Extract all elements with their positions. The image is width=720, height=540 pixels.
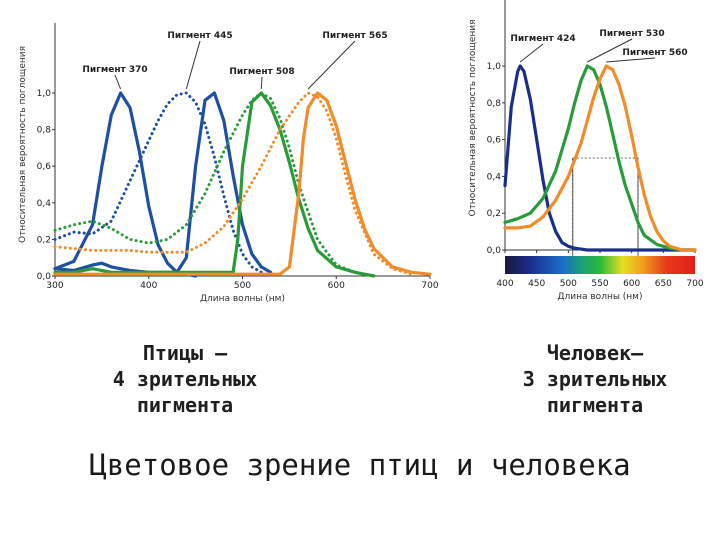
y-tick-label: 0,6 bbox=[487, 136, 502, 146]
x-tick-label: 450 bbox=[528, 279, 545, 289]
series-line bbox=[503, 64, 697, 252]
y-axis-label: Относительная вероятность поглощения bbox=[18, 46, 28, 243]
x-tick-label: 500 bbox=[234, 281, 251, 291]
y-tick-label: 0,4 bbox=[487, 172, 502, 182]
series-line bbox=[53, 91, 357, 274]
leader-line bbox=[260, 76, 263, 90]
leader-line bbox=[307, 40, 356, 90]
chart-human: 0,0 0,2 0,4 0,6 0,8 1,0 400 450 500 550 600 650 700 Д… bbox=[468, 0, 704, 302]
y-tick-label: 0,2 bbox=[487, 209, 501, 219]
x-tick-label: 700 bbox=[421, 281, 438, 291]
pigment-label: Пигмент 560 bbox=[622, 48, 687, 58]
series-line bbox=[53, 91, 432, 276]
caption-birds: Птицы – 4 зрительных пигмента bbox=[60, 340, 310, 418]
y-tick-label: 0,8 bbox=[487, 99, 502, 109]
x-tick-label: 400 bbox=[140, 281, 157, 291]
y-tick-label: 0,4 bbox=[37, 199, 52, 209]
series-line bbox=[503, 64, 697, 252]
x-tick-label: 550 bbox=[591, 279, 608, 289]
caption-human-line2: 3 зрительных bbox=[522, 367, 668, 391]
leader-line bbox=[519, 43, 544, 63]
highlight-box bbox=[572, 157, 639, 251]
series-line bbox=[53, 91, 273, 274]
series-line bbox=[53, 91, 376, 278]
y-tick-label: 0,6 bbox=[37, 162, 52, 172]
caption-birds-line3: пигмента bbox=[136, 393, 234, 417]
leader-line bbox=[587, 38, 633, 63]
pigment-label: Пигмент 370 bbox=[82, 65, 147, 75]
slide-title: Цветовое зрение птиц и человека bbox=[89, 448, 631, 482]
y-tick-label: 1,0 bbox=[37, 89, 52, 99]
spectrum-bar bbox=[505, 256, 695, 274]
leader-line bbox=[606, 57, 656, 63]
chart-area: 0,0 0,2 0,4 0,6 0,8 1,0 300 400 500 600 700 Длина в… bbox=[18, 0, 704, 304]
leader-line bbox=[185, 40, 201, 90]
y-axis-label: Относительная вероятность поглощения bbox=[468, 19, 478, 216]
series-line bbox=[503, 64, 697, 252]
series-line bbox=[53, 91, 413, 276]
x-tick-label: 600 bbox=[623, 279, 640, 289]
caption-human: Человек– 3 зрительных пигмента bbox=[470, 340, 720, 418]
pigment-label: Пигмент 508 bbox=[229, 67, 294, 77]
pigment-label: Пигмент 424 bbox=[510, 34, 575, 44]
chart-birds: 0,0 0,2 0,4 0,6 0,8 1,0 300 400 500 600 700 Длина в… bbox=[18, 23, 439, 304]
caption-human-line1: Человек– bbox=[546, 341, 644, 365]
series-line bbox=[53, 91, 263, 274]
x-tick-label: 650 bbox=[655, 279, 672, 289]
caption-human-line3: пигмента bbox=[546, 393, 644, 417]
pigment-label: Пигмент 445 bbox=[167, 31, 232, 41]
pigment-label: Пигмент 565 bbox=[322, 31, 387, 41]
x-tick-label: 600 bbox=[328, 281, 345, 291]
caption-birds-line1: Птицы – bbox=[142, 341, 228, 365]
x-axis-label: Длина волны (нм) bbox=[200, 294, 285, 304]
leader-line bbox=[114, 74, 122, 90]
x-tick-label: 400 bbox=[496, 279, 513, 289]
y-tick-label: 0,0 bbox=[37, 272, 52, 282]
y-tick-label: 0,2 bbox=[37, 235, 51, 245]
x-tick-label: 700 bbox=[686, 279, 703, 289]
x-axis-label: Длина волны (нм) bbox=[557, 292, 642, 302]
y-tick-label: 0,8 bbox=[37, 126, 52, 136]
x-tick-label: 300 bbox=[46, 281, 63, 291]
caption-birds-line2: 4 зрительных bbox=[112, 367, 258, 391]
x-tick-label: 500 bbox=[560, 279, 577, 289]
y-tick-label: 1,0 bbox=[487, 62, 502, 72]
pigment-label: Пигмент 530 bbox=[599, 29, 664, 39]
y-tick-label: 0,0 bbox=[487, 246, 502, 256]
